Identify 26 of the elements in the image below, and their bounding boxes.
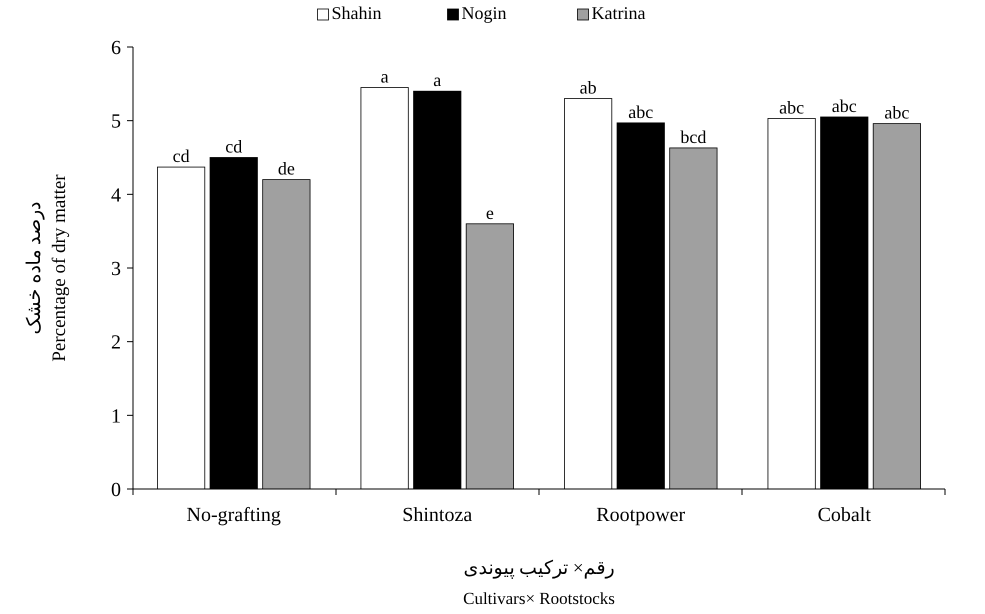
data-label: abc bbox=[628, 102, 654, 122]
y-tick-label: 3 bbox=[111, 258, 121, 280]
y-tick-label: 1 bbox=[111, 405, 121, 428]
data-label: bcd bbox=[680, 126, 706, 147]
legend-label: Katrina bbox=[592, 3, 646, 23]
data-label: ab bbox=[580, 78, 597, 98]
data-label: a bbox=[380, 66, 389, 87]
x-tick-label: Shintoza bbox=[402, 504, 472, 526]
y-tick-label: 0 bbox=[111, 479, 121, 501]
y-tick-label: 4 bbox=[111, 184, 121, 206]
y-tick-label: 2 bbox=[111, 332, 121, 354]
data-label: abc bbox=[884, 102, 910, 123]
data-label: cd bbox=[225, 136, 242, 156]
y-tick-label: 5 bbox=[111, 110, 121, 133]
x-tick-label: No-grafting bbox=[186, 504, 281, 526]
data-label: abc bbox=[779, 97, 804, 118]
legend-label: Nogin bbox=[462, 3, 506, 23]
x-tick-label: Rootpower bbox=[596, 504, 686, 526]
x-tick-label: Cobalt bbox=[818, 504, 872, 526]
data-label: cd bbox=[172, 146, 190, 166]
y-tick-label: 6 bbox=[111, 37, 121, 59]
data-label: a bbox=[433, 70, 442, 90]
data-label: abc bbox=[832, 96, 857, 116]
legend-label: Shahin bbox=[332, 3, 382, 23]
data-label: de bbox=[278, 158, 295, 179]
data-label: e bbox=[486, 202, 494, 223]
